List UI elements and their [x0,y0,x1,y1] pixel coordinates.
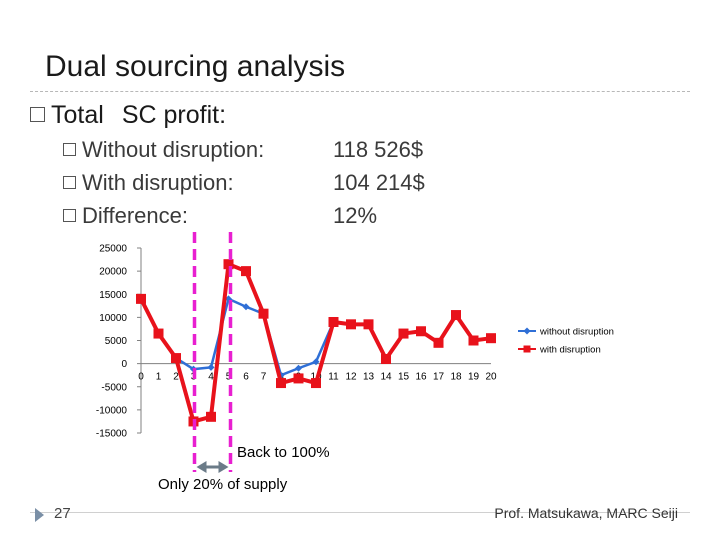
y-tick-label: 10000 [99,313,127,324]
author-credit: Prof. Matsukawa, MARC Seiji [494,505,678,521]
point-with-disruption [136,293,146,304]
point-with-disruption [153,328,164,339]
page-marker-icon [35,508,44,522]
value-with: 104 214$ [333,170,425,195]
point-with-disruption [346,319,356,330]
x-tick-label: 14 [380,372,392,383]
y-tick-label: 15000 [99,290,127,301]
x-tick-label: 18 [450,372,462,383]
x-tick-label: 0 [138,372,144,383]
value-without: 118 526$ [333,137,424,162]
y-tick-label: 25000 [99,244,127,255]
legend-label-with: with disruption [539,345,601,356]
point-with-disruption [398,328,409,339]
point-with-disruption [433,337,444,348]
legend-label-without: without disruption [539,327,614,338]
y-tick-label: 5000 [105,336,128,347]
x-tick-label: 15 [398,372,410,383]
legend-marker-without [523,327,531,335]
arrow-left-head-icon [196,461,207,473]
point-without-disruption [312,358,320,366]
page-number: 27 [54,505,71,522]
bullet-total-sc-profit: Total SC profit: [30,101,226,130]
value-difference: 12% [333,203,378,228]
x-tick-label: 19 [468,372,480,383]
x-tick-label: 5 [226,372,232,383]
x-tick-label: 17 [433,372,445,383]
sub-bullet-label: Difference: [82,203,188,228]
point-with-disruption [328,317,339,327]
point-with-disruption [416,326,426,337]
x-tick-label: 11 [328,372,339,383]
sub-bullet-label: With disruption: [82,170,234,195]
point-with-disruption [258,308,269,319]
annotation-back-to-full: Back to 100% [237,444,330,461]
point-with-disruption [276,378,286,389]
legend-marker-with [523,345,531,353]
point-with-disruption [486,333,496,344]
x-tick-label: 4 [208,372,214,383]
point-without-disruption [295,364,302,372]
y-tick-label: -5000 [101,382,127,393]
checkbox-bullet-icon [63,142,76,156]
x-tick-label: 1 [156,372,162,383]
point-with-disruption [223,259,234,270]
point-with-disruption [363,319,374,330]
point-with-disruption [206,411,216,422]
point-with-disruption [451,310,461,321]
bullet-word-total: Total [51,101,104,129]
point-with-disruption [241,266,251,277]
title-divider [30,91,690,92]
x-tick-label: 12 [345,372,357,383]
x-tick-label: 6 [243,372,249,383]
x-tick-label: 2 [173,372,179,383]
x-tick-label: 13 [363,372,375,383]
sub-bullet-difference: Difference: [63,203,188,229]
bullet-word-sc-profit: SC profit: [121,101,227,129]
point-with-disruption [293,373,304,384]
sub-bullet-label: Without disruption: [82,137,265,162]
y-tick-label: 0 [121,359,127,370]
arrow-right-head-icon [218,461,229,473]
sub-bullet-with: With disruption: [63,170,234,196]
footer-divider [30,512,690,513]
checkbox-bullet-icon [63,208,76,222]
point-with-disruption [171,353,181,364]
sub-bullet-without: Without disruption: [63,137,264,163]
y-tick-label: -10000 [96,405,128,416]
point-with-disruption [468,335,479,346]
x-tick-label: 16 [415,372,427,383]
point-with-disruption [381,354,391,364]
y-tick-label: 20000 [99,267,127,278]
point-without-disruption [207,363,215,371]
checkbox-bullet-icon [30,106,45,122]
checkbox-bullet-icon [63,175,76,189]
x-tick-label: 20 [485,372,497,383]
annotation-partial-supply: Only 20% of supply [158,476,288,493]
slide-title: Dual sourcing analysis [45,50,346,83]
y-tick-label: -15000 [96,429,128,440]
x-tick-label: 7 [261,372,267,383]
point-with-disruption [311,378,321,389]
point-without-disruption [242,303,250,311]
